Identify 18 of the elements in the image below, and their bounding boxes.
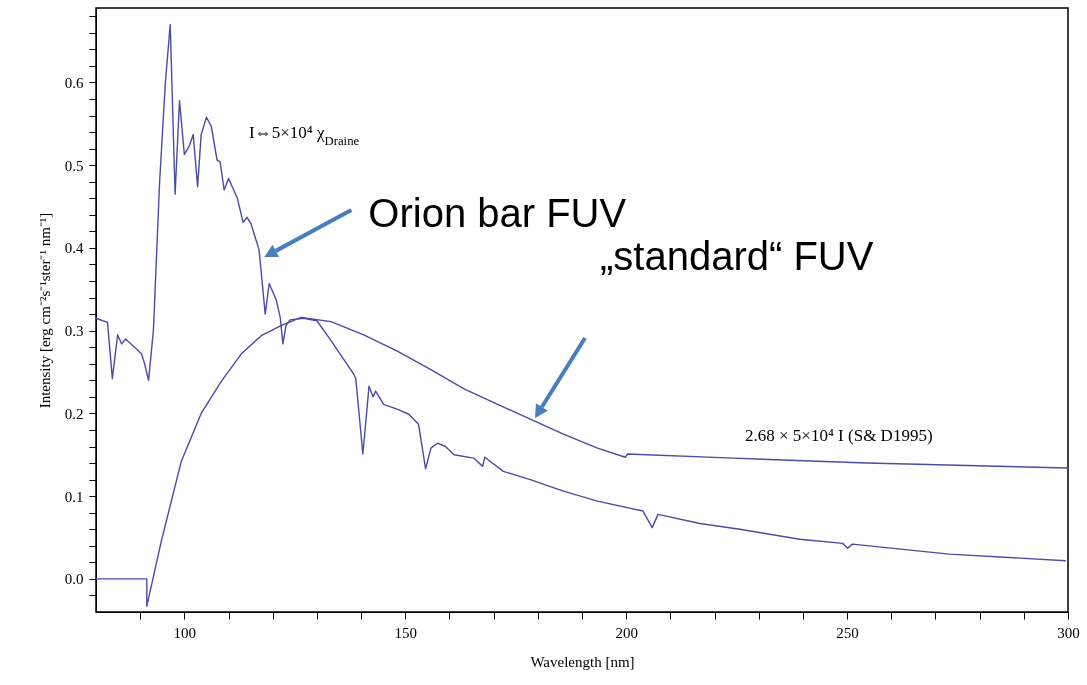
annotation: „standard“ FUV — [600, 234, 874, 278]
annotation: Orion bar FUV — [368, 191, 627, 236]
annotation: 2.68 × 5×10⁴ I (S& D1995) — [745, 426, 933, 445]
x-tick-label: 250 — [836, 624, 859, 641]
x-tick-label: 300 — [1057, 624, 1080, 641]
x-tick-label: 150 — [394, 624, 418, 641]
x-tick-label: 100 — [173, 624, 197, 641]
y-tick-label: 0.1 — [64, 488, 84, 505]
y-tick-label: 0.2 — [64, 405, 84, 422]
y-tick-label: 0.0 — [64, 571, 84, 588]
y-tick-label: 0.3 — [64, 323, 84, 340]
x-tick-label: 200 — [615, 624, 638, 641]
annotation: I⇔5×10⁴ χ$_{Draine}$ — [249, 123, 360, 148]
x-axis-title: Wavelength [nm] — [530, 653, 635, 670]
y-tick-label: 0.5 — [64, 157, 84, 174]
y-tick-label: 0.6 — [64, 74, 84, 91]
y-axis-title: Intensity [erg cm⁻²s⁻¹ster⁻¹ nm⁻¹] — [36, 212, 53, 409]
y-tick-label: 0.4 — [64, 240, 84, 257]
